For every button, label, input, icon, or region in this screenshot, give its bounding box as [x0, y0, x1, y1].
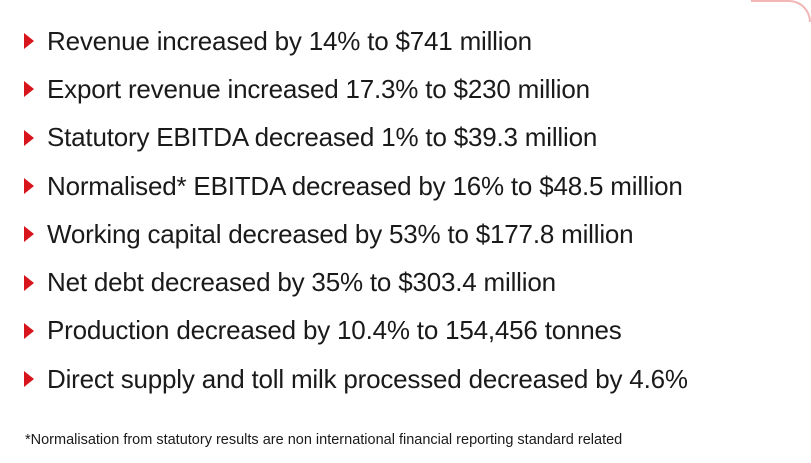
- bullet-item-net-debt: Net debt decreased by 35% to $303.4 mill…: [24, 258, 804, 306]
- bullet-text: Revenue increased by 14% to $741 million: [47, 25, 532, 56]
- red-triangle-bullet-icon: [24, 129, 34, 146]
- red-triangle-bullet-icon: [24, 33, 34, 50]
- bullet-text: Statutory EBITDA decreased 1% to $39.3 m…: [47, 122, 598, 153]
- bullet-item-production: Production decreased by 10.4% to 154,456…: [24, 307, 804, 355]
- bullet-item-milk-processed: Direct supply and toll milk processed de…: [24, 355, 804, 403]
- red-triangle-bullet-icon: [24, 81, 34, 98]
- bullet-text: Direct supply and toll milk processed de…: [47, 363, 688, 394]
- bullet-text: Normalised* EBITDA decreased by 16% to $…: [47, 170, 683, 201]
- bullet-text: Production decreased by 10.4% to 154,456…: [47, 315, 622, 346]
- bullet-text: Export revenue increased 17.3% to $230 m…: [47, 73, 590, 104]
- red-triangle-bullet-icon: [24, 371, 34, 388]
- bullet-item-normalised-ebitda: Normalised* EBITDA decreased by 16% to $…: [24, 162, 804, 210]
- highlights-bullet-list: Revenue increased by 14% to $741 million…: [24, 17, 804, 403]
- bullet-item-export-revenue: Export revenue increased 17.3% to $230 m…: [24, 65, 804, 113]
- footnote: *Normalisation from statutory results ar…: [25, 432, 623, 448]
- bullet-item-statutory-ebitda: Statutory EBITDA decreased 1% to $39.3 m…: [24, 114, 804, 162]
- red-triangle-bullet-icon: [24, 226, 34, 243]
- red-triangle-bullet-icon: [24, 178, 34, 195]
- bullet-item-revenue: Revenue increased by 14% to $741 million: [24, 17, 804, 65]
- bullet-text: Working capital decreased by 53% to $177…: [47, 218, 634, 249]
- red-triangle-bullet-icon: [24, 322, 34, 339]
- bullet-item-working-capital: Working capital decreased by 53% to $177…: [24, 210, 804, 258]
- red-triangle-bullet-icon: [24, 274, 34, 291]
- bullet-text: Net debt decreased by 35% to $303.4 mill…: [47, 267, 556, 298]
